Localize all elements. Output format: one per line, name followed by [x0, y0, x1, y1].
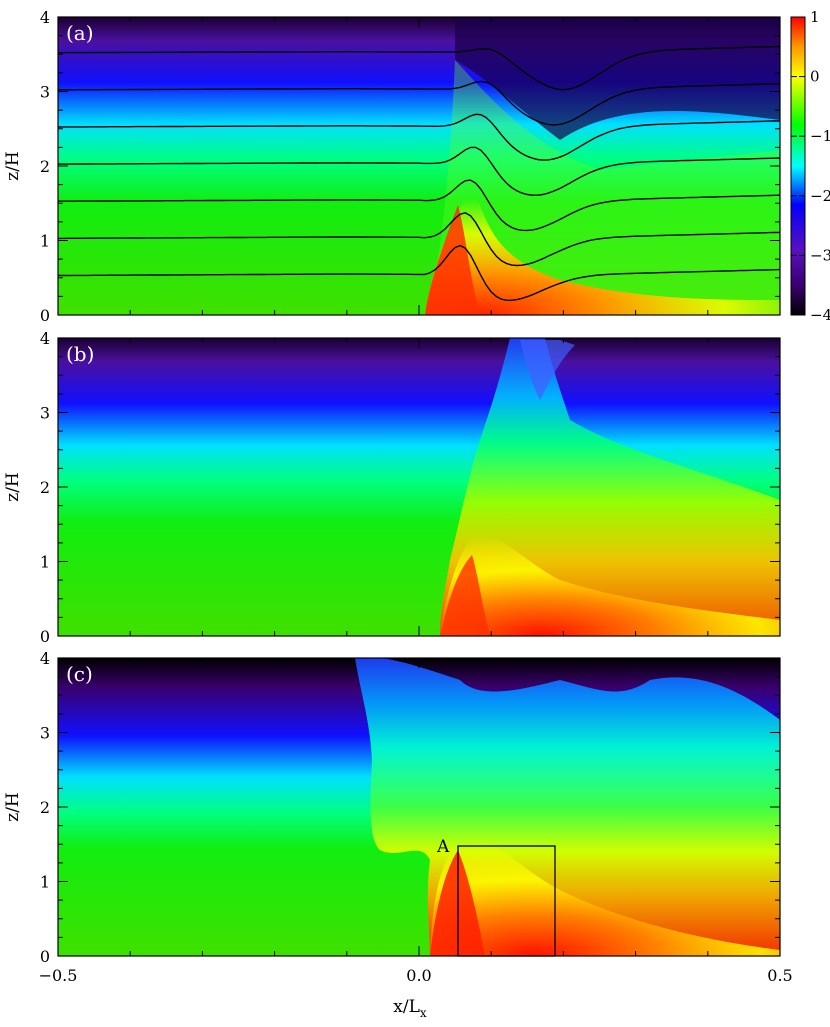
colorbar-tick-label: −3 [810, 246, 830, 264]
y-tick-label: 4 [40, 329, 50, 348]
colorbar-tick-label: 0 [810, 68, 820, 86]
y-tick-label: 3 [40, 404, 50, 423]
field-line [58, 212, 780, 267]
x-tick-label: −0.5 [39, 966, 78, 985]
colorbar-tick-label: −1 [810, 127, 830, 145]
panel-c: A (c) 0 1 2 3 4 z/H −0.5 0.0 0.5 x/Lx [3, 649, 793, 1020]
field-line [58, 244, 780, 301]
y-tick-label: 0 [40, 306, 50, 325]
y-tick-label: 0 [40, 627, 50, 646]
colorbar-gradient [790, 16, 806, 316]
panel-a-y-axis: 0 1 2 3 4 [40, 8, 781, 325]
y-tick-label: 4 [40, 8, 50, 27]
field-line [58, 113, 780, 161]
y-tick-label: 1 [40, 553, 50, 572]
panel-b-field [58, 338, 780, 636]
panel-b-ylabel: z/H [3, 472, 23, 502]
panel-b-y-axis: 0 1 2 3 4 [40, 329, 781, 646]
colorbar: 1 0 −1 −2 −3 −4 [790, 8, 830, 324]
field-line [58, 179, 780, 232]
panel-b: (b) 0 1 2 3 4 z/H [3, 329, 781, 646]
panel-a-label: (a) [66, 21, 94, 45]
colorbar-tick-label: 1 [810, 8, 820, 26]
field-line [58, 45, 780, 91]
panel-a-field [58, 17, 780, 315]
panel-c-xlabel: x/Lx [393, 997, 427, 1020]
y-tick-label: 3 [40, 724, 50, 743]
field-line [58, 146, 780, 196]
panel-b-label: (b) [66, 342, 94, 366]
xlabel-subscript: x [420, 1006, 427, 1020]
colorbar-tick-label: −2 [810, 187, 830, 205]
panel-c-ylabel: z/H [3, 792, 23, 822]
x-tick-label: 0.0 [406, 966, 431, 985]
field-line [58, 80, 780, 126]
annotation-a: A [436, 837, 450, 857]
x-tick-label: 0.5 [767, 966, 792, 985]
y-tick-label: 1 [40, 232, 50, 251]
y-tick-label: 3 [40, 83, 50, 102]
colorbar-ticks: 1 0 −1 −2 −3 −4 [791, 8, 830, 324]
y-tick-label: 1 [40, 873, 50, 892]
panel-a-ylabel: z/H [3, 151, 23, 181]
field-lines [58, 45, 780, 301]
panel-c-label: (c) [66, 662, 93, 686]
y-tick-label: 2 [40, 157, 50, 176]
y-tick-label: 4 [40, 649, 50, 668]
panel-c-y-axis: 0 1 2 3 4 [40, 649, 780, 966]
panel-c-field [58, 658, 780, 956]
y-tick-label: 0 [40, 947, 50, 966]
panel-a: (a) 0 1 2 3 4 z/H [3, 8, 781, 325]
y-tick-label: 2 [40, 798, 50, 817]
panel-c-x-axis: −0.5 0.0 0.5 [39, 658, 793, 985]
colorbar-tick-label: −4 [810, 306, 830, 324]
y-tick-label: 2 [40, 478, 50, 497]
xlabel-main: x/L [393, 997, 420, 1017]
